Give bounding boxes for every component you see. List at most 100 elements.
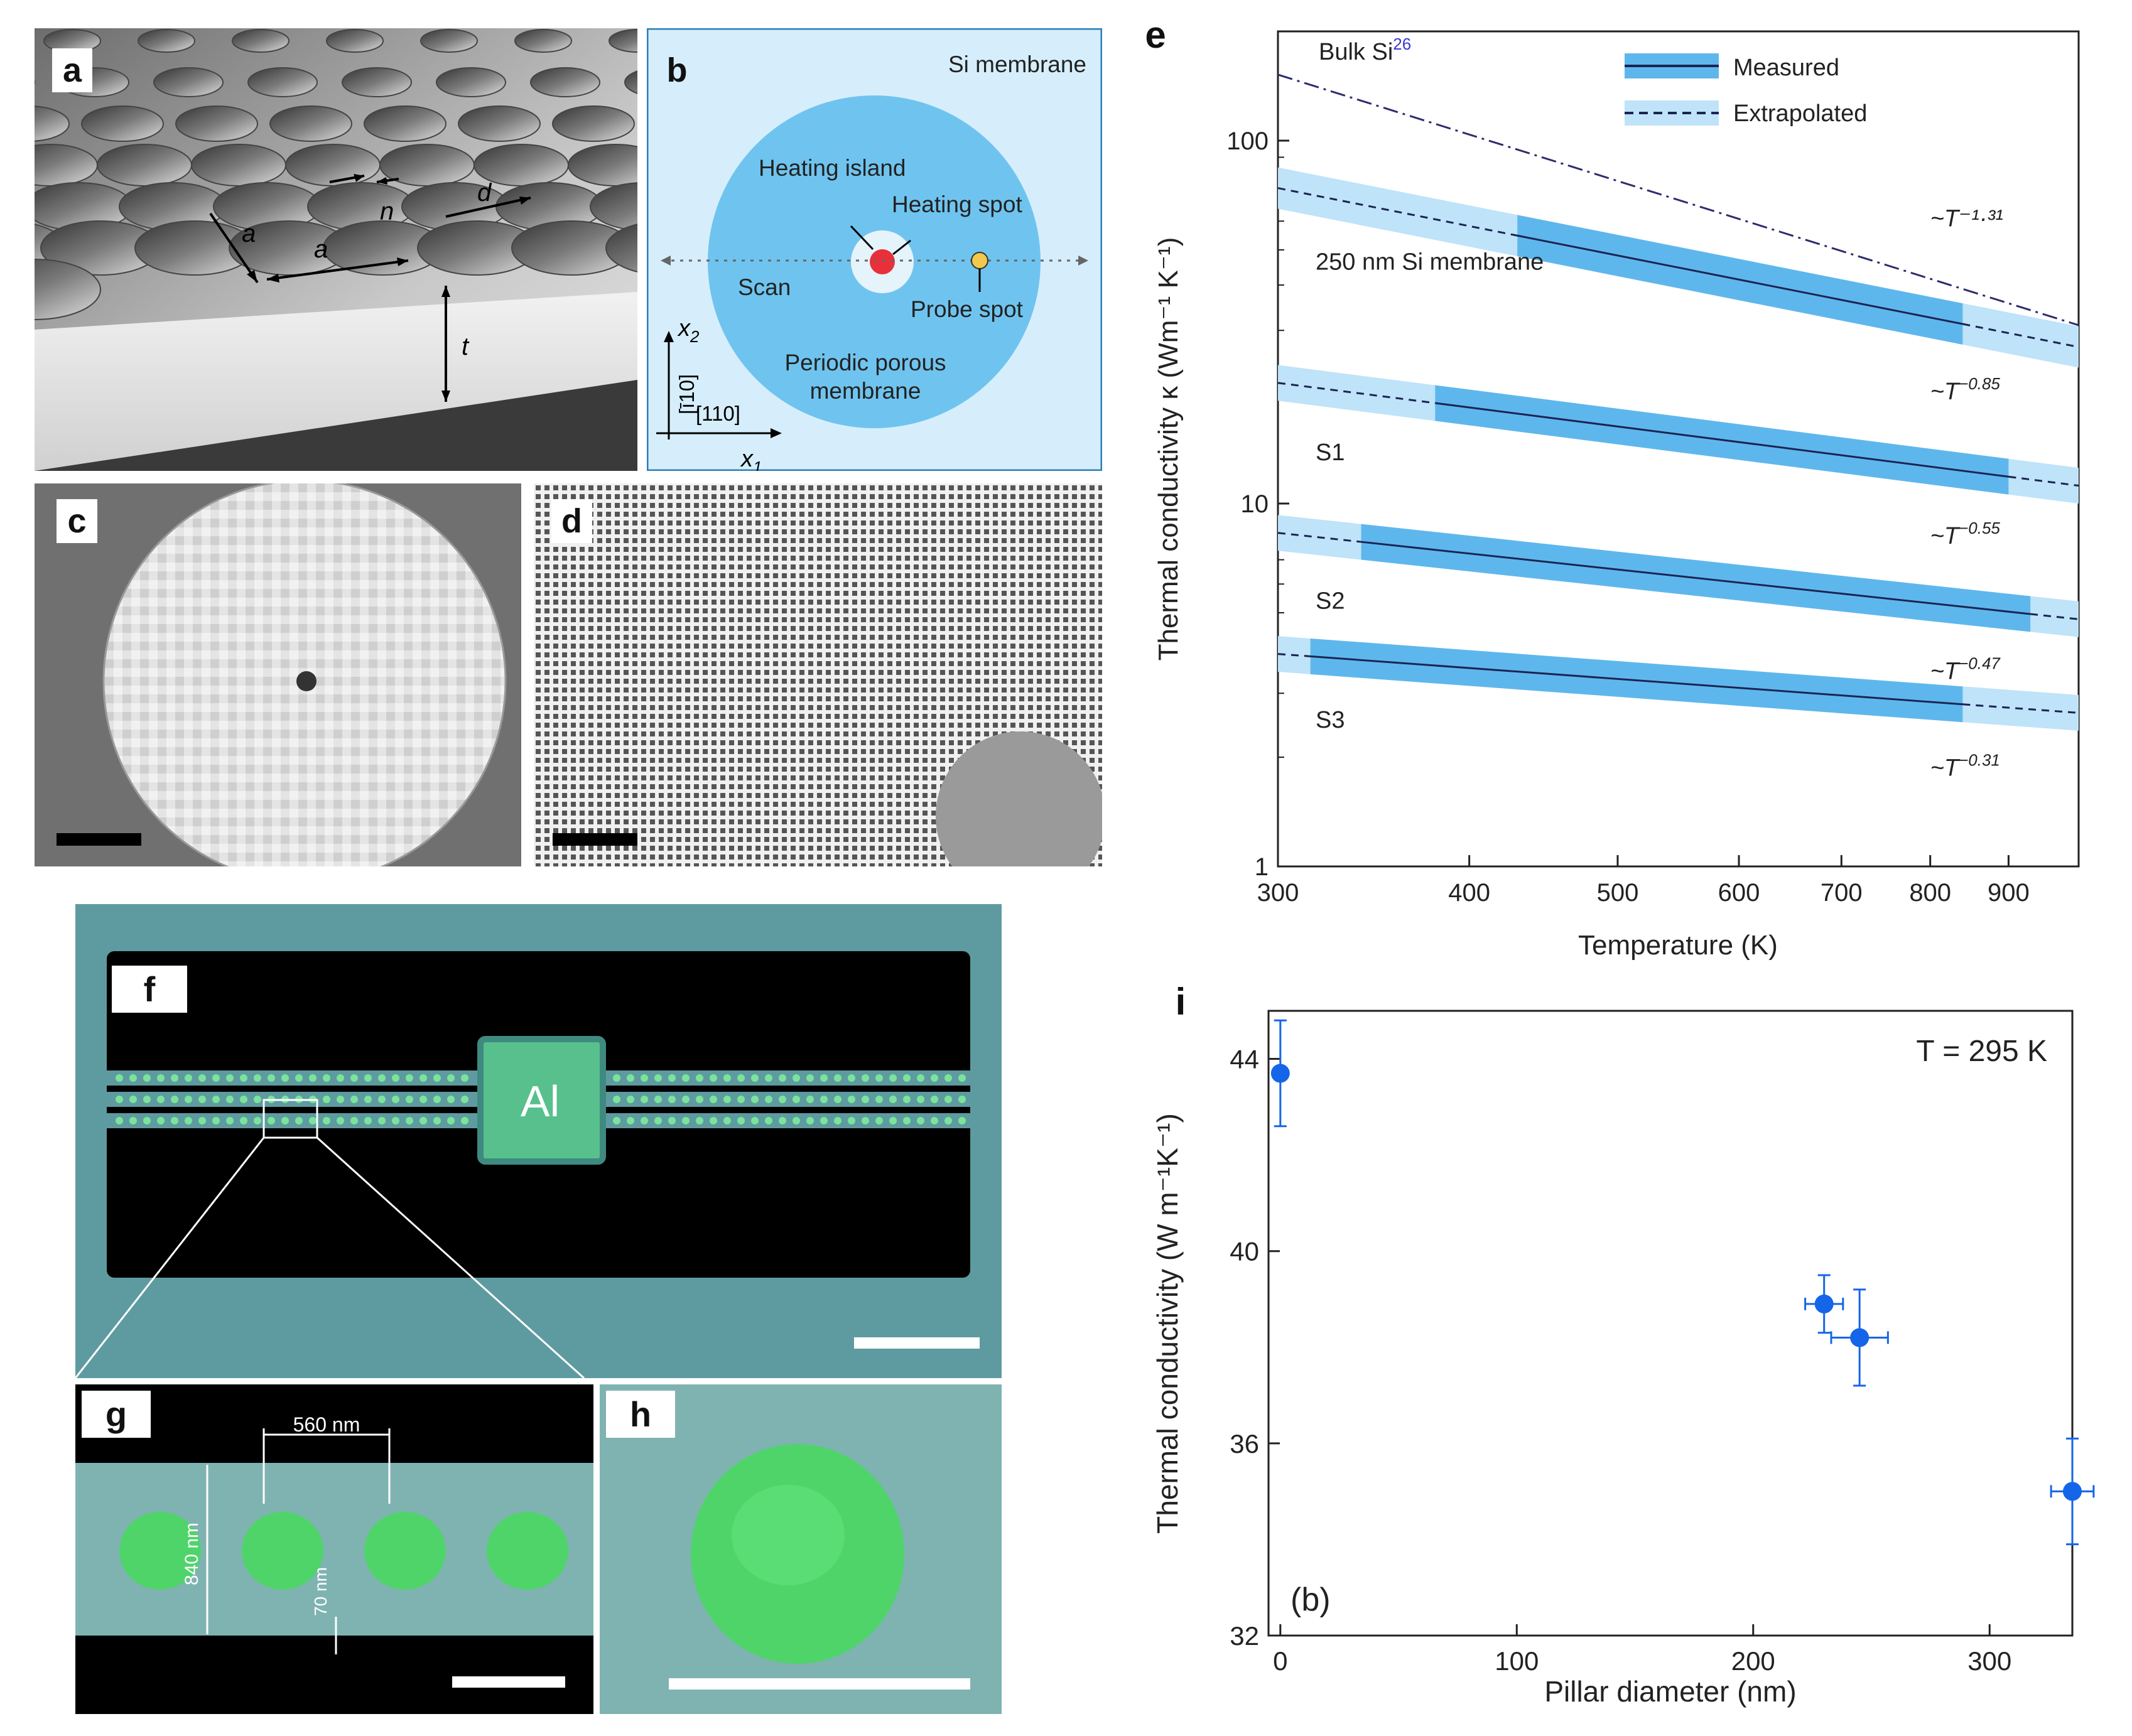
e-series-0-extrap-left [1277,187,1518,237]
pillar-dot-148 [862,1117,869,1124]
e-series-3-label: S3 [1316,707,1345,733]
pillar-dot-115 [268,1117,275,1124]
pillar-dot-44 [862,1074,869,1082]
panel-e: 300 400 500 600 700 800 900 1 10 100 250 nm Si mem… [1105,0,2132,979]
e-bulk-label: Bulk Si26 [1319,35,1411,65]
pillar-dot-89 [765,1096,772,1103]
pillar-dot-119 [323,1117,330,1124]
e-series-0-label: 250 nm Si membrane [1316,249,1544,276]
e-series-2-extrap-left [1277,532,1361,543]
e-series-2-label: S2 [1316,588,1345,615]
pillar-dot-88 [751,1096,759,1103]
pillar-dot-90 [779,1096,786,1103]
pillar-dot-15 [323,1074,330,1082]
pillar-dot-26 [613,1074,620,1082]
pillar-dot-97 [875,1096,883,1103]
pillar-dot-27 [627,1074,634,1082]
pillar-dot-54 [143,1096,151,1103]
dim-label-d: d [477,179,492,207]
pillar-dot-8 [226,1074,234,1082]
panel-label-b: b [666,51,688,89]
chart-i-sublabel: (b) [1291,1582,1331,1618]
pillar-dot-99 [903,1096,911,1103]
pillar-3 [364,1512,446,1590]
e-series-0-measured-line [1517,234,1963,325]
pillar-dot-113 [240,1117,247,1124]
pillar-dot-59 [212,1096,220,1103]
pillar-dot-151 [903,1117,911,1124]
pillar-dot-135 [682,1117,690,1124]
pillar-dot-55 [157,1096,165,1103]
legend-extrapolated-label: Extrapolated [1733,100,1867,127]
chart-i: 0 100 200 300 32 36 40 44 T = 295 K (b) Pillar … [1151,1010,2095,1708]
pillar-dot-13 [295,1074,303,1082]
heating-island-label: Heating island [759,155,906,181]
panel-label-f: f [112,966,187,1013]
scan-label: Scan [738,274,791,300]
pillar-dot-30 [668,1074,676,1082]
si-membrane-label: Si membrane [948,51,1086,77]
pillar-dot-32 [696,1074,703,1082]
pillar-dot-79 [627,1096,634,1103]
i-ytick-label-0: 32 [1230,1621,1259,1651]
pillar-dot-102 [944,1096,952,1103]
pillar-dot-36 [751,1074,759,1082]
pillar-dot-5 [185,1074,192,1082]
pillar-dot-125 [406,1117,413,1124]
pillar-dot-105 [129,1117,137,1124]
pillar-dot-18 [364,1074,372,1082]
pillar-dot-147 [848,1117,855,1124]
pillar-dot-53 [129,1096,137,1103]
pillar-dot-12 [281,1074,289,1082]
pillar-dot-103 [958,1096,966,1103]
chart-i-frame [1267,1010,2074,1637]
pillar-dot-133 [654,1117,662,1124]
pillar-dot-41 [820,1074,828,1082]
pillar-dot-57 [185,1096,192,1103]
pore-29 [97,144,192,186]
pillar-dot-42 [834,1074,841,1082]
pore-22 [269,105,352,142]
pillar-dot-33 [710,1074,717,1082]
pillar-dot-126 [419,1117,427,1124]
gap-label: 70 nm [311,1567,330,1616]
pillar-dot-100 [917,1096,924,1103]
e-xtick-label-3: 600 [1718,879,1760,907]
i-xtick-label-0: 0 [1273,1646,1287,1676]
pillar-dot-58 [198,1096,206,1103]
pillar-dot-46 [889,1074,897,1082]
pore-15 [530,67,600,97]
pillar-dot-153 [931,1117,938,1124]
i-point-3 [2063,1482,2082,1501]
pillar-dot-1 [129,1074,137,1082]
scan-arrow-left [661,256,671,266]
legend-measured-label: Measured [1733,55,1839,81]
pillar-dot-98 [889,1096,897,1103]
panel-label-a: a [52,48,92,92]
e-series-2-extrap-right [2030,613,2079,620]
panel-label-e: e [1145,13,1166,56]
pillar-dot-83 [682,1096,690,1103]
pillar-dot-50 [944,1074,952,1082]
al-pad [477,1036,606,1165]
pillar-dot-43 [848,1074,855,1082]
chart-i-ylabel: Thermal conductivity (W m⁻¹K⁻¹) [1151,1113,1184,1534]
pillar-dot-29 [654,1074,662,1082]
pillar-dot-68 [337,1096,344,1103]
e-series-2-measured-line [1361,541,2031,615]
pillar-dot-69 [350,1096,358,1103]
pillar-dot-122 [364,1117,372,1124]
pillar-dot-40 [806,1074,814,1082]
pillar-dot-80 [641,1096,648,1103]
spot-pointer [892,239,911,256]
pore-12 [247,67,318,97]
pillar-dot-81 [654,1096,662,1103]
pillar-dot-109 [185,1117,192,1124]
pillar-dot-35 [737,1074,745,1082]
panel-h: h [600,1384,1002,1714]
pillar-dot-28 [641,1074,648,1082]
panel-g: 560 nm 840 nm 70 nm g [75,1384,593,1714]
chart-e-ylabel: Thermal conductivity κ (Wm⁻¹ K⁻¹) [1153,237,1184,661]
panel-label-d: d [551,499,592,543]
pillar-dot-101 [931,1096,938,1103]
